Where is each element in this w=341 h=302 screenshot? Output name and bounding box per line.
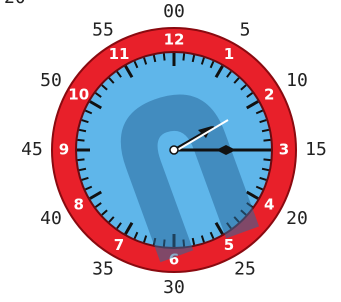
tick [262, 130, 269, 131]
minute-label: 00 [163, 1, 185, 22]
hour-number: 8 [74, 196, 84, 214]
clock: 20 0051015202530354045505512123456789101… [0, 0, 341, 302]
tick [78, 140, 85, 141]
hour-number: 11 [109, 45, 130, 63]
hour-number: 9 [59, 141, 69, 159]
page: 20 0051015202530354045505512123456789101… [0, 0, 341, 302]
hour-number: 10 [68, 86, 89, 104]
tick [262, 169, 269, 170]
tick [264, 159, 271, 160]
hour-number: 7 [114, 236, 124, 254]
minute-label: 40 [40, 208, 62, 229]
hour-number: 1 [224, 45, 234, 63]
minute-label: 35 [92, 259, 114, 280]
tick [193, 238, 194, 245]
minute-label: 5 [240, 19, 251, 40]
minute-label: 20 [286, 208, 308, 229]
hour-number: 2 [264, 86, 274, 104]
hour-number: 5 [224, 236, 234, 254]
tick [193, 55, 194, 62]
minute-label: 50 [40, 70, 62, 91]
minute-label: 15 [305, 139, 327, 160]
minute-label: 55 [92, 19, 114, 40]
hub [170, 146, 178, 154]
tick [78, 159, 85, 160]
minute-label: 10 [286, 70, 308, 91]
tick [183, 54, 184, 61]
hour-number: 4 [264, 196, 274, 214]
corner-text: 20 [4, 0, 26, 8]
minute-label: 45 [21, 139, 43, 160]
tick [79, 169, 86, 170]
tick [264, 140, 271, 141]
tick [154, 55, 155, 62]
minute-label: 30 [163, 277, 185, 298]
minute-label: 25 [234, 259, 256, 280]
hour-number: 12 [164, 31, 185, 49]
tick [164, 54, 165, 61]
tick [79, 130, 86, 131]
hour-number: 3 [279, 141, 289, 159]
